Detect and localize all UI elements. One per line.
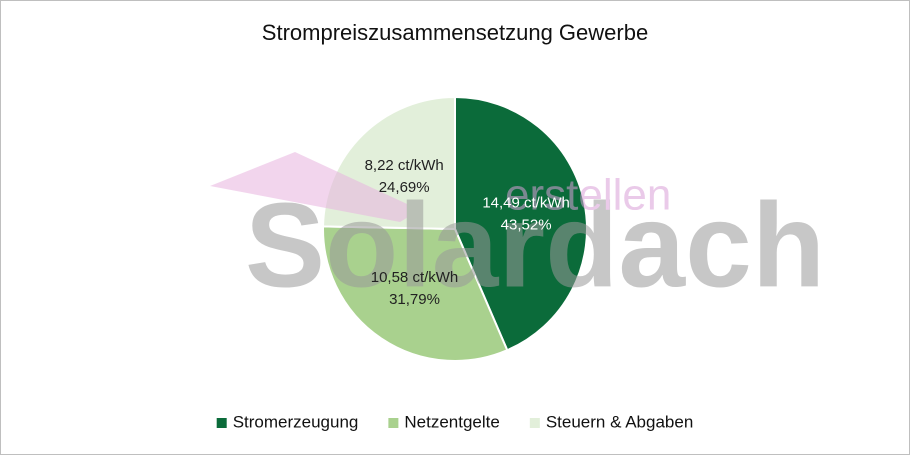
watermark: Solardach erstellen (210, 152, 825, 313)
amount-label: 14,49 ct/kWh (482, 194, 570, 211)
data-label: 43,52% (501, 216, 552, 233)
data-labels: 14,49 ct/kWh 43,52% 10,58 ct/kWh 31,79% 8,22… (365, 157, 570, 308)
watermark-text: Solardach (245, 179, 825, 313)
legend: Stromerzeugung Netzentgelte Steuern & Abga… (216, 412, 693, 431)
legend-label: Stromerzeugung (233, 412, 359, 431)
watermark-subtext: erstellen (505, 171, 671, 220)
pie-slice (454, 95, 588, 352)
data-label: 24,69% (379, 179, 430, 196)
amount-label: 8,22 ct/kWh (365, 157, 444, 174)
legend-label: Netzentgelte (404, 412, 499, 431)
amount-label: 10,58 ct/kWh (371, 269, 459, 286)
legend-swatch (388, 418, 399, 428)
legend-label: Steuern & Abgaben (546, 412, 693, 431)
pie-slice (322, 225, 509, 362)
data-label: 31,79% (389, 291, 440, 308)
chart-title: Strompreiszusammensetzung Gewerbe (262, 20, 648, 45)
legend-swatch (216, 418, 227, 428)
legend-swatch (529, 418, 540, 428)
watermark-roof (210, 152, 420, 222)
